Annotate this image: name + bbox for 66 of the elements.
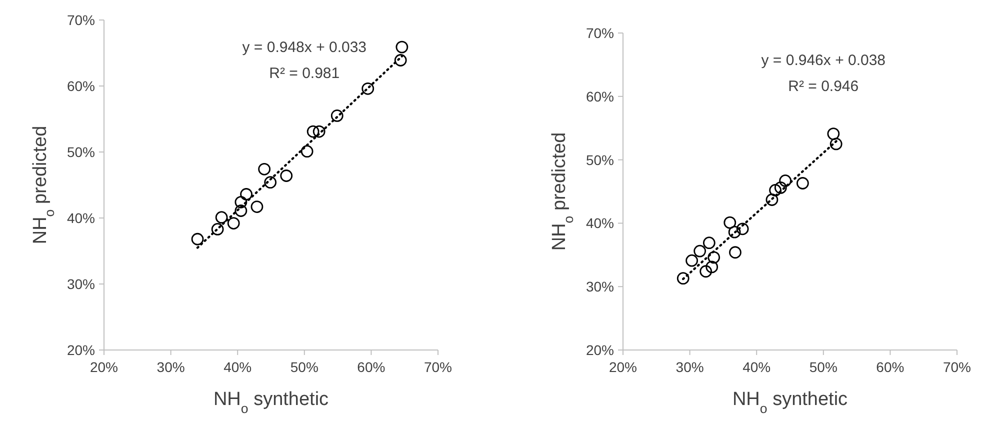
- x-tick-label: 30%: [676, 359, 704, 375]
- point: [736, 222, 749, 236]
- point: [774, 181, 787, 194]
- x-tick-label: 30%: [156, 359, 185, 375]
- point: [676, 272, 690, 285]
- point: [396, 40, 408, 54]
- point: [700, 265, 712, 278]
- point: [312, 125, 326, 138]
- point: [362, 82, 374, 95]
- point: [215, 211, 228, 224]
- y-tick-label: 70%: [586, 25, 614, 41]
- y-tick-label: 30%: [586, 278, 614, 295]
- y-tick-label: 50%: [66, 144, 95, 160]
- y-tick-label: 40%: [586, 215, 614, 232]
- x-tick-label: 20%: [90, 359, 118, 375]
- y-tick-label: 40%: [66, 210, 95, 226]
- point: [330, 110, 344, 122]
- x-tick-label: 70%: [942, 359, 972, 375]
- annotation: y = 0.948x + 0.033: [242, 39, 367, 56]
- y-tick-label: 20%: [66, 342, 95, 358]
- x-tick-label: 50%: [290, 359, 318, 375]
- point: [234, 196, 248, 208]
- x-tick-label: 60%: [876, 359, 904, 375]
- annotation: y = 0.946x + 0.038: [761, 52, 886, 69]
- point: [796, 177, 809, 190]
- point: [280, 170, 293, 182]
- point: [827, 128, 840, 140]
- annotation: R² = 0.946: [788, 78, 859, 95]
- x-tick-label: 40%: [224, 359, 252, 375]
- point: [686, 254, 698, 267]
- point: [211, 223, 224, 236]
- y-tick-label: 30%: [66, 276, 95, 292]
- point: [708, 251, 720, 264]
- x-tick-label: 40%: [742, 359, 771, 375]
- annotation: R² = 0.981: [269, 65, 340, 82]
- point: [728, 226, 741, 238]
- point: [766, 194, 778, 206]
- x-axis-title: NH$_{o}$ synthetic: [732, 389, 848, 416]
- y-tick-label: 50%: [586, 152, 614, 168]
- point: [706, 260, 718, 274]
- x-tick-label: 60%: [357, 359, 386, 375]
- point: [769, 184, 782, 196]
- x-axis-title: NH$_{o}$ synthetic: [213, 389, 329, 416]
- x-tick-label: 20%: [608, 359, 638, 375]
- y-tick-label: 60%: [586, 88, 614, 104]
- point: [702, 236, 716, 250]
- point: [724, 216, 736, 229]
- point: [729, 246, 742, 259]
- point: [779, 174, 792, 187]
- point: [306, 125, 320, 138]
- point: [300, 145, 314, 158]
- point: [694, 244, 706, 258]
- point: [830, 138, 842, 150]
- x-tick-label: 50%: [809, 359, 838, 375]
- point: [394, 54, 407, 66]
- y-tick-label: 70%: [66, 12, 95, 28]
- point: [234, 204, 248, 217]
- y-tick-label: 20%: [586, 342, 614, 358]
- point: [227, 217, 240, 230]
- point: [240, 188, 252, 200]
- point: [191, 232, 204, 246]
- point: [264, 176, 277, 189]
- x-tick-label: 70%: [424, 359, 452, 375]
- y-tick-label: 60%: [66, 78, 95, 94]
- point: [250, 200, 264, 213]
- point: [258, 162, 271, 176]
